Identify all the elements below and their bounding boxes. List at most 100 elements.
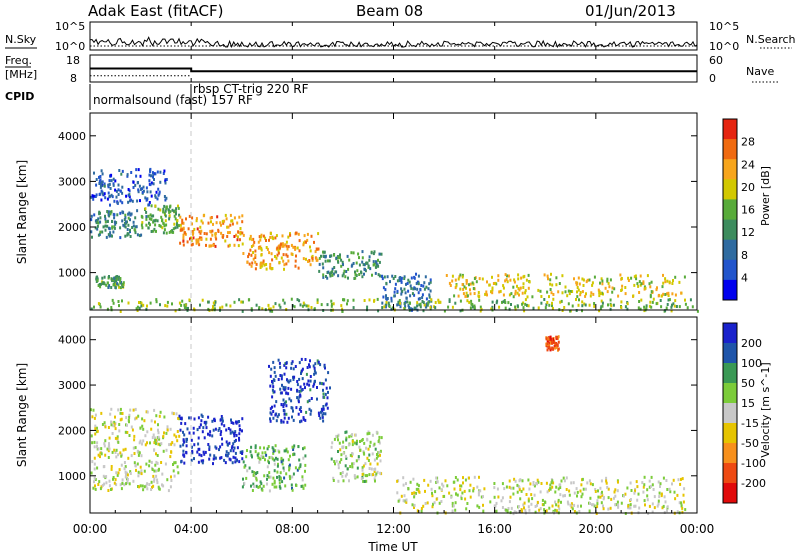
power-cell: [150, 181, 153, 185]
power-cell: [104, 224, 107, 228]
power-cell: [551, 283, 554, 287]
power-cell: [197, 240, 200, 244]
velocity-cell: [304, 483, 307, 487]
power-cell: [191, 242, 194, 246]
power-cell: [486, 280, 488, 284]
velocity-cell: [245, 476, 248, 480]
velocity-cell: [267, 475, 270, 479]
velocity-cell: [617, 505, 620, 509]
velocity-cell: [370, 467, 373, 471]
velocity-cell: [493, 486, 496, 490]
power-cell: [689, 298, 692, 302]
power-cell: [221, 305, 224, 309]
velocity-cell: [249, 450, 252, 454]
power-cell: [600, 292, 602, 296]
power-cell: [271, 236, 274, 240]
power-cell: [478, 277, 481, 281]
power-colorbar-tick: 28: [741, 136, 755, 149]
velocity-cell: [193, 443, 196, 447]
velocity-cell: [477, 490, 480, 494]
power-cell: [248, 237, 251, 241]
velocity-cell: [327, 390, 329, 394]
velocity-cell: [155, 452, 157, 456]
power-cell: [451, 305, 454, 309]
velocity-cell: [306, 382, 309, 386]
velocity-cell: [454, 508, 457, 512]
velocity-cell: [557, 340, 560, 344]
velocity-cell: [285, 361, 288, 365]
velocity-cell: [281, 480, 284, 484]
power-cell: [406, 300, 409, 304]
power-cell: [96, 279, 99, 283]
velocity-cell: [108, 479, 111, 483]
power-cell: [650, 305, 653, 309]
power-cell: [113, 226, 116, 230]
velocity-cell: [269, 475, 272, 479]
power-cell: [126, 174, 129, 178]
power-cell: [135, 174, 138, 178]
power-cell: [678, 305, 681, 309]
velocity-cell: [319, 416, 322, 420]
power-cell: [604, 286, 607, 290]
velocity-cell: [279, 471, 282, 475]
power-cell: [523, 274, 526, 278]
velocity-cell: [318, 414, 321, 417]
noise-right-tick-bottom: 10^0: [709, 40, 739, 53]
power-cell: [608, 285, 611, 289]
velocity-cell: [402, 476, 405, 480]
power-cell: [104, 214, 106, 218]
power-cell: [264, 236, 267, 240]
power-cell: [559, 300, 562, 304]
velocity-cell: [277, 413, 280, 417]
velocity-cell: [473, 475, 476, 479]
power-cell: [189, 237, 191, 241]
velocity-cell: [375, 430, 378, 434]
velocity-colorbar-swatch: [723, 483, 737, 504]
power-cell: [239, 238, 241, 242]
power-cell: [466, 299, 469, 303]
power-cell: [163, 195, 166, 198]
velocity-cell: [339, 472, 342, 476]
velocity-cell: [527, 478, 530, 482]
power-cell: [633, 275, 636, 279]
power-cell: [102, 225, 105, 229]
velocity-cell: [642, 490, 645, 494]
power-colorbar-tick: 20: [741, 181, 755, 194]
power-cell: [153, 227, 156, 231]
power-cell: [302, 257, 305, 261]
velocity-cell: [229, 449, 232, 453]
velocity-cell: [451, 501, 454, 505]
velocity-cell: [331, 441, 334, 445]
power-cell: [125, 194, 128, 198]
power-cell: [437, 298, 440, 302]
velocity-cell: [362, 479, 365, 483]
velocity-cell: [353, 441, 356, 445]
power-cell: [341, 260, 344, 264]
velocity-cell: [559, 486, 562, 489]
velocity-cell: [241, 452, 244, 455]
velocity-cell: [143, 485, 146, 489]
power-cell: [680, 291, 683, 295]
power-cell: [355, 261, 358, 265]
velocity-cell: [92, 486, 95, 490]
power-cell: [292, 245, 295, 249]
velocity-cell: [112, 424, 115, 428]
velocity-cell: [182, 430, 184, 434]
power-cell: [249, 234, 252, 238]
power-cell: [109, 174, 111, 178]
power-cell: [209, 216, 212, 220]
velocity-cell: [557, 487, 560, 491]
power-cell: [506, 274, 508, 278]
velocity-cell: [165, 431, 168, 435]
power-cell: [175, 223, 178, 227]
velocity-cell: [272, 410, 275, 413]
velocity-cell: [203, 452, 206, 456]
power-cell: [112, 301, 115, 305]
velocity-cell: [213, 418, 216, 422]
velocity-cell: [200, 459, 203, 463]
velocity-cell: [287, 392, 290, 396]
velocity-cell: [658, 491, 661, 495]
velocity-cell: [327, 371, 330, 375]
power-cell: [393, 294, 396, 298]
velocity-cell: [124, 430, 127, 434]
